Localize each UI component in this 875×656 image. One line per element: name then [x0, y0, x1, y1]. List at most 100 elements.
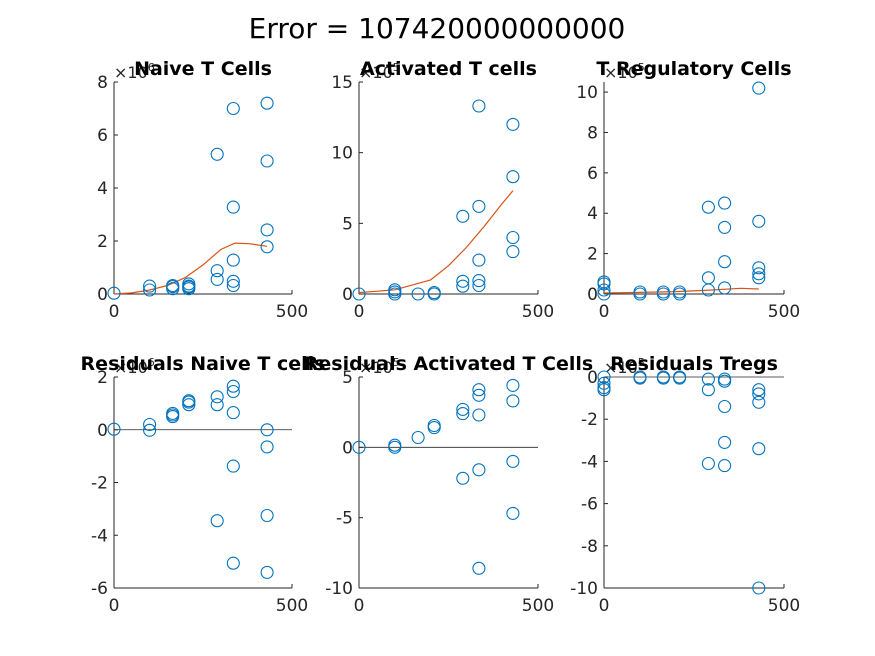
x-tick-label: 0 [109, 302, 120, 322]
y-tick-label: 8 [97, 73, 108, 93]
y-exponent-label: ×105 [359, 61, 400, 82]
y-exponent-label: ×105 [359, 356, 400, 377]
data-point [752, 261, 766, 275]
data-point [597, 283, 611, 297]
data-point [226, 274, 240, 288]
y-tick-label: -10 [325, 579, 353, 599]
y-tick-label: 6 [97, 126, 108, 146]
data-point [226, 384, 240, 399]
data-point [718, 281, 732, 295]
x-tick-label: 500 [522, 302, 554, 322]
data-point [210, 390, 224, 404]
subplot-title: Residuals Activated T Cells [304, 353, 593, 375]
y-tick-label: 0 [342, 285, 353, 305]
data-point [143, 279, 157, 293]
x-tick-label: 500 [768, 596, 800, 616]
y-tick-label: 8 [587, 123, 598, 143]
y-tick-label: -6 [581, 495, 598, 515]
data-point [472, 253, 486, 267]
x-tick-label: 0 [599, 302, 610, 322]
y-tick-label: 10 [331, 144, 353, 164]
data-point [143, 283, 157, 297]
data-point [388, 283, 402, 297]
data-point [166, 278, 180, 293]
subplot-title: Residuals Naive T cells [81, 353, 326, 375]
y-exponent-label: ×105 [604, 61, 645, 82]
x-tick-label: 500 [522, 596, 554, 616]
data-point [352, 440, 366, 454]
data-point [260, 96, 274, 110]
y-tick-label: -6 [91, 579, 108, 599]
y-exponent-power: 5 [393, 356, 400, 369]
y-tick-label: 5 [342, 368, 353, 388]
y-tick-label: -8 [581, 537, 598, 557]
data-point [472, 463, 486, 477]
x-tick-label: 0 [599, 596, 610, 616]
data-point [210, 264, 224, 278]
data-point [260, 223, 274, 237]
data-point [718, 255, 732, 269]
y-exponent-label: ×106 [114, 61, 155, 82]
y-tick-label: -4 [91, 526, 108, 546]
y-exponent-base: ×10 [604, 63, 638, 82]
data-point [752, 581, 766, 595]
data-point [718, 220, 732, 234]
y-tick-label: 0 [587, 368, 598, 388]
data-point [260, 440, 274, 454]
data-point [752, 214, 766, 228]
y-tick-label: 2 [97, 368, 108, 388]
y-exponent-power: 5 [638, 61, 645, 74]
y-tick-label: 15 [331, 73, 353, 93]
y-exponent-base: ×10 [114, 358, 148, 377]
y-tick-label: -4 [581, 452, 598, 472]
data-point [456, 471, 470, 485]
data-point [718, 399, 732, 414]
data-point [260, 508, 274, 523]
data-point [506, 230, 520, 245]
data-point [472, 561, 486, 575]
data-point [226, 459, 240, 473]
data-point [456, 279, 470, 293]
data-point [226, 406, 240, 420]
data-point [456, 274, 470, 288]
data-point [506, 117, 520, 131]
data-point [226, 379, 240, 393]
data-point [107, 422, 121, 436]
y-exponent-power: 6 [148, 61, 155, 74]
data-point [472, 278, 486, 293]
data-point [456, 402, 470, 416]
data-point [143, 417, 157, 432]
y-exponent-label: ×106 [114, 356, 155, 377]
data-point [210, 514, 224, 528]
data-point [701, 456, 715, 471]
data-point [472, 388, 486, 402]
data-point [752, 271, 766, 285]
data-point [260, 240, 274, 254]
data-point [718, 459, 732, 473]
data-point [456, 209, 470, 223]
data-point [701, 372, 715, 386]
y-exponent-power: 5 [393, 61, 400, 74]
data-point [107, 286, 121, 300]
subplot-title: T Regulatory Cells [596, 58, 791, 80]
data-point [210, 147, 224, 161]
data-point [752, 442, 766, 456]
data-point [210, 398, 224, 412]
y-tick-label: 5 [342, 214, 353, 234]
data-point [701, 200, 715, 214]
y-exponent-base: ×10 [114, 63, 148, 82]
data-point [656, 285, 670, 299]
data-point [506, 506, 520, 520]
y-tick-label: 2 [587, 245, 598, 265]
data-point [226, 253, 240, 267]
data-point [752, 81, 766, 95]
data-point [701, 383, 715, 397]
data-point [182, 394, 196, 408]
data-point [352, 287, 366, 301]
y-tick-label: -2 [91, 474, 108, 494]
data-point [701, 271, 715, 285]
